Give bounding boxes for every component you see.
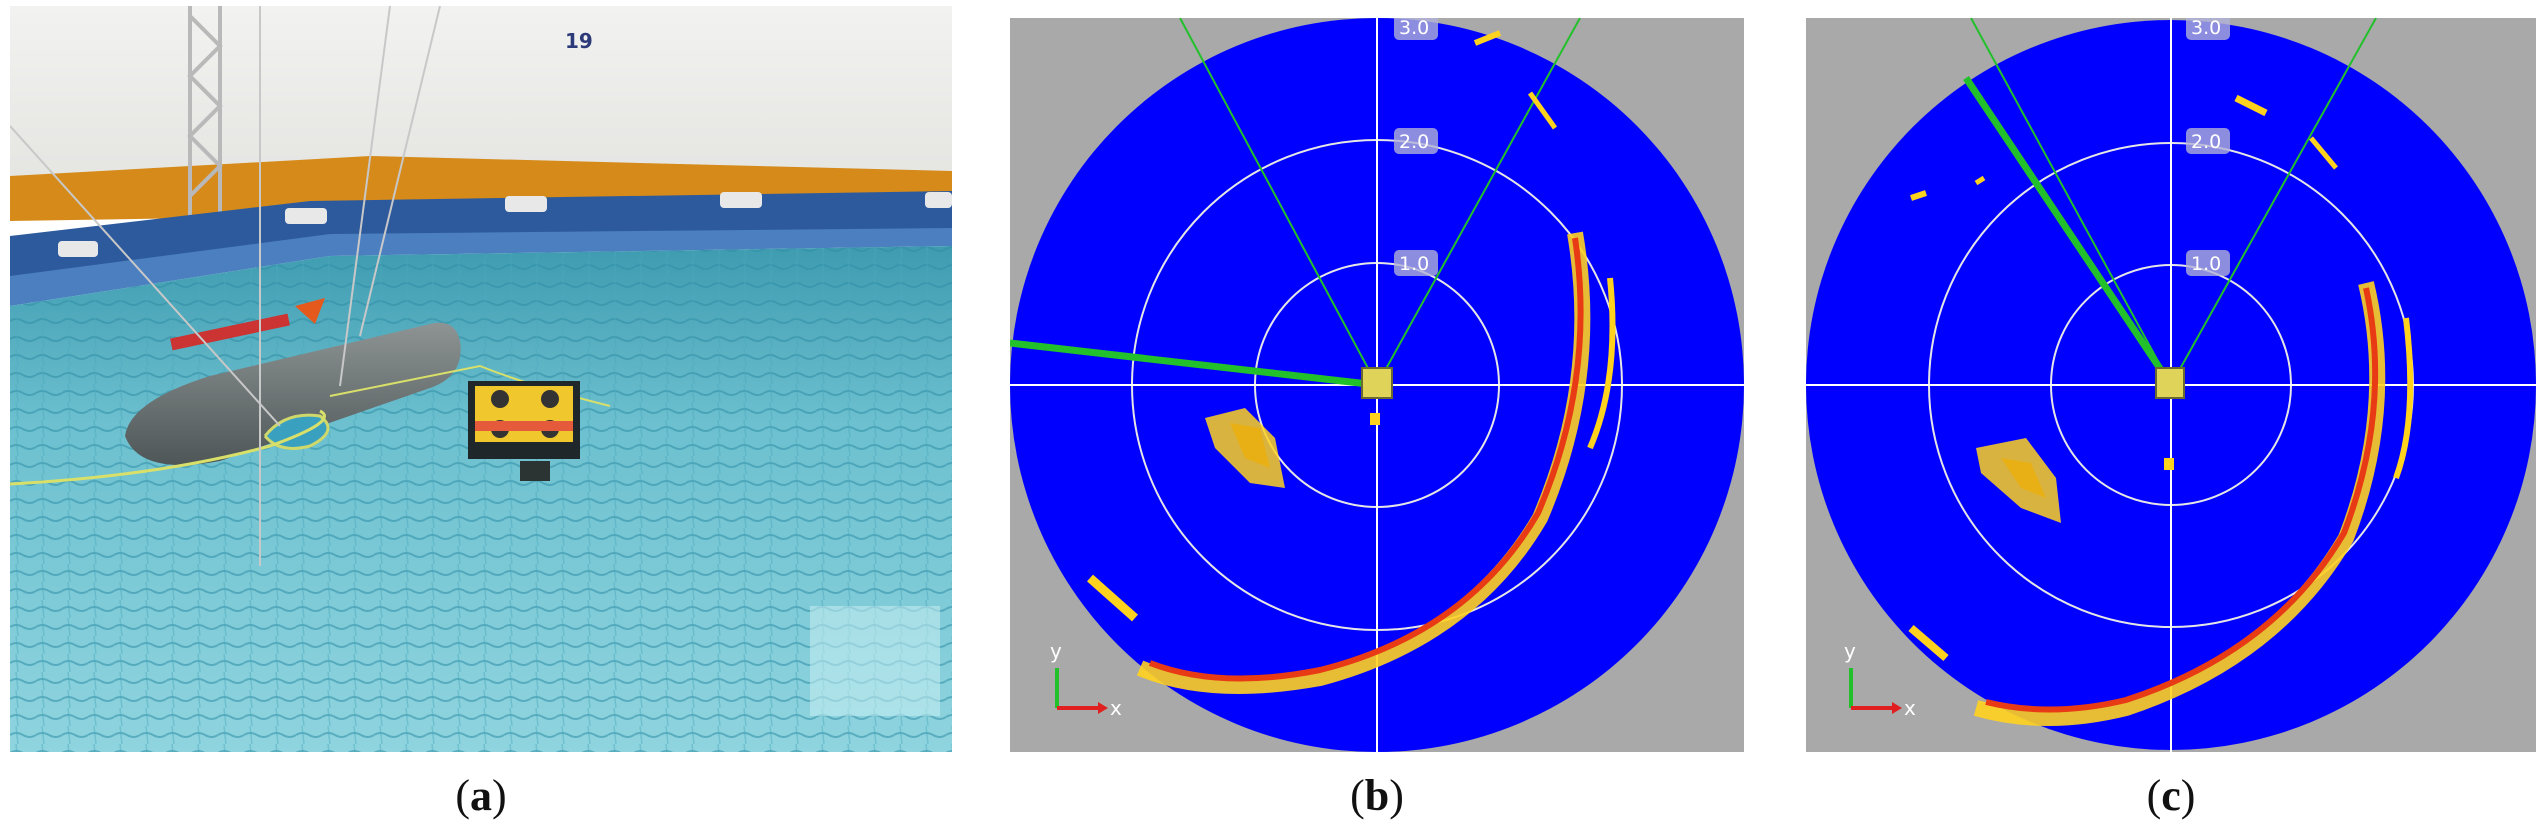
axis-x-label: x (1904, 696, 1916, 720)
range-label-1: 1.0 (1399, 253, 1429, 275)
range-label-3: 3.0 (2191, 18, 2221, 39)
beam-lines (1963, 17, 2377, 387)
tether-cable (9, 409, 326, 486)
caption-c: (c) (2146, 771, 2196, 820)
truss-structure (187, 6, 223, 221)
sonar-echoes (1908, 94, 2414, 726)
sensor-origin (1361, 367, 1393, 399)
underwater-hull (125, 298, 461, 466)
axis-y-label: y (1844, 639, 1856, 663)
axis-indicator: y x (1050, 639, 1122, 720)
range-label-3: 3.0 (1399, 18, 1429, 39)
beam-lines (1009, 17, 1581, 389)
sensor-origin (2155, 367, 2185, 399)
caption-b: (b) (1350, 771, 1404, 820)
caption-a: (a) (455, 771, 507, 820)
sonar-echoes (1087, 30, 1616, 694)
axis-y-label: y (1050, 639, 1062, 663)
range-label-2: 2.0 (1399, 131, 1429, 153)
range-labels: 1.0 2.0 3.0 (2186, 14, 2230, 276)
range-label-1: 1.0 (2191, 253, 2221, 275)
rim-clips (58, 192, 952, 257)
range-label-2: 2.0 (2191, 131, 2221, 153)
wall-number: 19 (565, 29, 593, 53)
panel-c-sonar: 1.0 2.0 3.0 (1806, 14, 2536, 752)
support-ropes (9, 5, 441, 566)
axis-indicator: y x (1844, 639, 1916, 720)
range-labels: 1.0 2.0 3.0 (1394, 14, 1438, 276)
axis-x-label: x (1110, 696, 1122, 720)
panel-a-photo: 19 (9, 5, 952, 752)
surface-reflection (810, 606, 940, 716)
pool-photo: 19 (9, 5, 952, 752)
sonar-scan-b: 1.0 2.0 3.0 (1009, 14, 1744, 752)
sonar-scan-c: 1.0 2.0 3.0 (1806, 14, 2536, 752)
panel-b-sonar: 1.0 2.0 3.0 (1009, 14, 1744, 752)
rov-vehicle (468, 381, 580, 481)
